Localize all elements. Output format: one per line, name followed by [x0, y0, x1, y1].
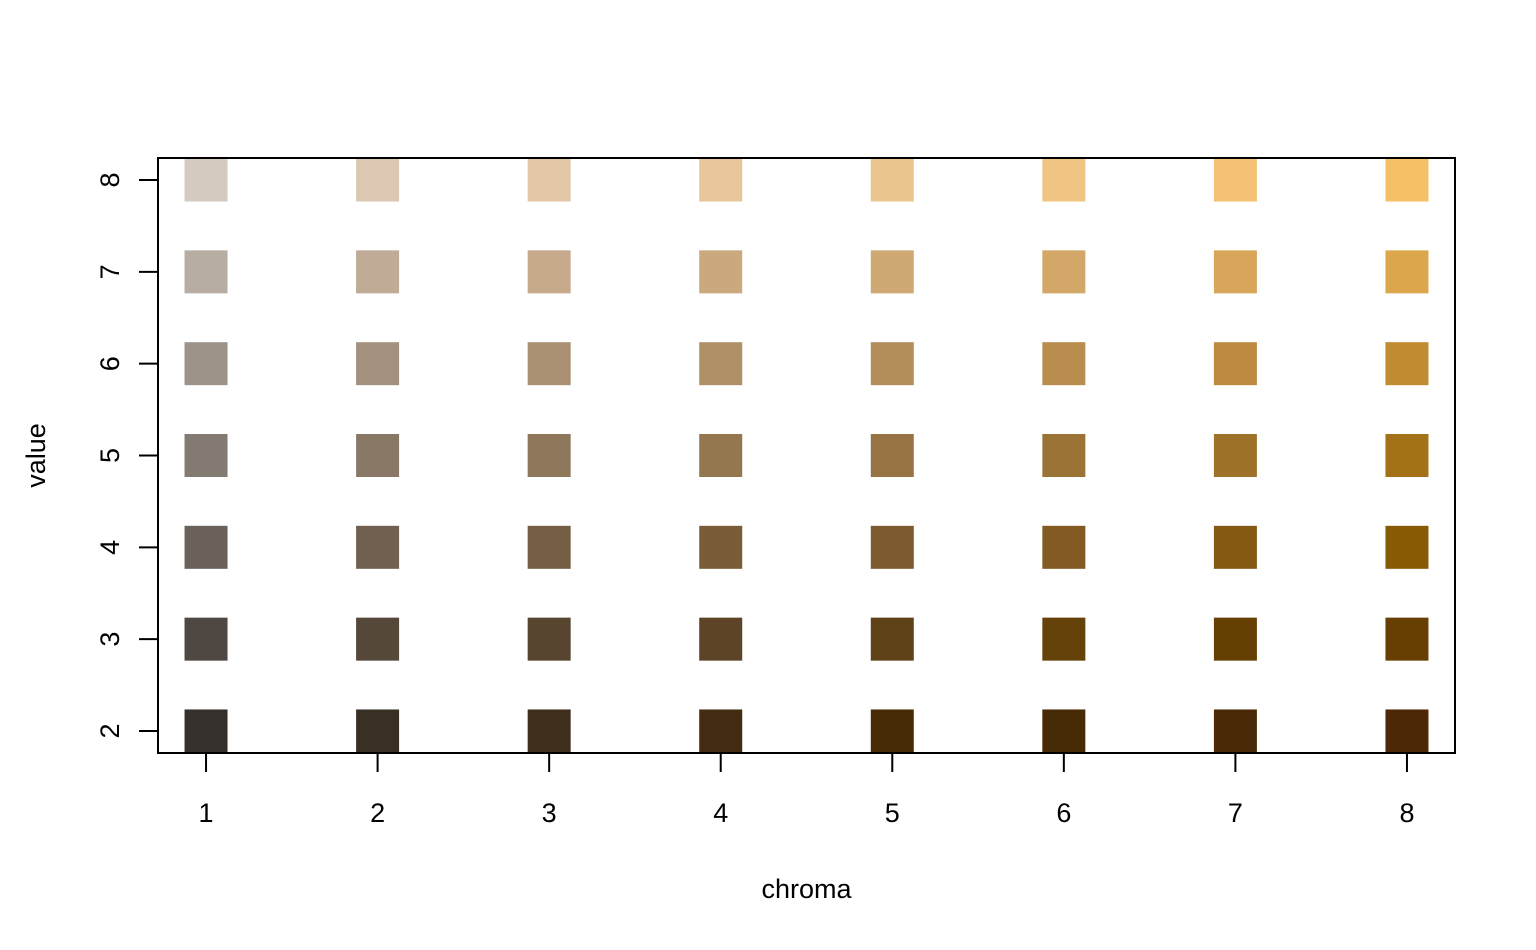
x-tick-label: 6 [1056, 798, 1071, 828]
x-tick-label: 7 [1228, 798, 1243, 828]
color-cell-value-6-chroma-4 [699, 342, 743, 386]
color-cell-value-6-chroma-5 [870, 342, 914, 386]
color-cell-value-6-chroma-1 [184, 342, 228, 386]
color-cell-value-4-chroma-4 [699, 525, 743, 569]
color-cell-value-5-chroma-5 [870, 434, 914, 477]
color-cell-value-8-chroma-1 [184, 158, 228, 202]
y-tick-label: 5 [95, 448, 125, 463]
color-cell-value-7-chroma-8 [1385, 250, 1429, 294]
color-cell-value-7-chroma-6 [1042, 250, 1086, 294]
y-tick-label: 6 [95, 356, 125, 371]
color-cell-value-2-chroma-3 [527, 709, 571, 753]
color-cell-value-8-chroma-2 [356, 158, 400, 202]
color-cell-value-8-chroma-6 [1042, 158, 1086, 202]
x-tick-label: 8 [1399, 798, 1414, 828]
color-cell-value-6-chroma-7 [1213, 342, 1257, 386]
color-cell-value-8-chroma-8 [1385, 158, 1429, 202]
color-cell-value-5-chroma-6 [1042, 434, 1086, 477]
color-cell-value-3-chroma-8 [1385, 617, 1429, 661]
y-tick-label: 8 [95, 173, 125, 188]
color-cell-value-6-chroma-2 [356, 342, 400, 386]
color-cell-value-2-chroma-7 [1213, 709, 1257, 753]
color-cell-value-2-chroma-4 [699, 709, 743, 753]
color-cell-value-8-chroma-5 [870, 158, 914, 202]
color-cell-value-2-chroma-2 [356, 709, 400, 753]
color-cell-value-5-chroma-8 [1385, 434, 1429, 477]
plot-frame [157, 157, 1456, 754]
color-cell-value-7-chroma-5 [870, 250, 914, 294]
color-cell-value-3-chroma-3 [527, 617, 571, 661]
color-cell-value-3-chroma-5 [870, 617, 914, 661]
color-cell-value-3-chroma-1 [184, 617, 228, 661]
color-cell-value-4-chroma-1 [184, 525, 228, 569]
y-axis-title: value [21, 423, 51, 488]
color-cell-value-3-chroma-6 [1042, 617, 1086, 661]
color-cell-value-3-chroma-2 [356, 617, 400, 661]
x-tick-label: 3 [542, 798, 557, 828]
color-cell-value-2-chroma-8 [1385, 709, 1429, 753]
y-tick-label: 2 [95, 723, 125, 738]
color-cell-value-8-chroma-3 [527, 158, 571, 202]
x-tick-label: 4 [713, 798, 728, 828]
color-cell-value-5-chroma-2 [356, 434, 400, 477]
color-cell-value-5-chroma-4 [699, 434, 743, 477]
color-cell-value-7-chroma-2 [356, 250, 400, 294]
color-cell-value-2-chroma-6 [1042, 709, 1086, 753]
color-cells [184, 158, 1429, 753]
x-tick-label: 2 [370, 798, 385, 828]
color-cell-value-4-chroma-2 [356, 525, 400, 569]
color-cell-value-7-chroma-3 [527, 250, 571, 294]
y-axis: 2 3 4 5 6 7 8 [95, 173, 158, 738]
x-tick-label: 5 [885, 798, 900, 828]
color-cell-value-7-chroma-4 [699, 250, 743, 294]
color-cell-value-3-chroma-4 [699, 617, 743, 661]
color-cell-value-4-chroma-7 [1213, 525, 1257, 569]
color-cell-value-6-chroma-6 [1042, 342, 1086, 386]
x-axis-title: chroma [761, 874, 852, 904]
color-cell-value-5-chroma-3 [527, 434, 571, 477]
color-cell-value-4-chroma-5 [870, 525, 914, 569]
y-tick-label: 7 [95, 264, 125, 279]
color-cell-value-2-chroma-1 [184, 709, 228, 753]
color-cell-value-7-chroma-7 [1213, 250, 1257, 294]
x-axis: 1 2 3 4 5 6 7 8 [199, 753, 1414, 828]
color-cell-value-5-chroma-7 [1213, 434, 1257, 477]
y-tick-label: 3 [95, 632, 125, 647]
color-cell-value-6-chroma-3 [527, 342, 571, 386]
color-cell-value-3-chroma-7 [1213, 617, 1257, 661]
color-cell-value-5-chroma-1 [184, 434, 228, 477]
color-cell-value-8-chroma-7 [1213, 158, 1257, 202]
color-cell-value-4-chroma-3 [527, 525, 571, 569]
color-cell-value-7-chroma-1 [184, 250, 228, 294]
color-cell-value-2-chroma-5 [870, 709, 914, 753]
x-tick-label: 1 [199, 798, 214, 828]
color-cell-value-8-chroma-4 [699, 158, 743, 202]
color-cell-value-4-chroma-8 [1385, 525, 1429, 569]
color-cell-value-4-chroma-6 [1042, 525, 1086, 569]
color-cell-value-6-chroma-8 [1385, 342, 1429, 386]
y-tick-label: 4 [95, 540, 125, 555]
